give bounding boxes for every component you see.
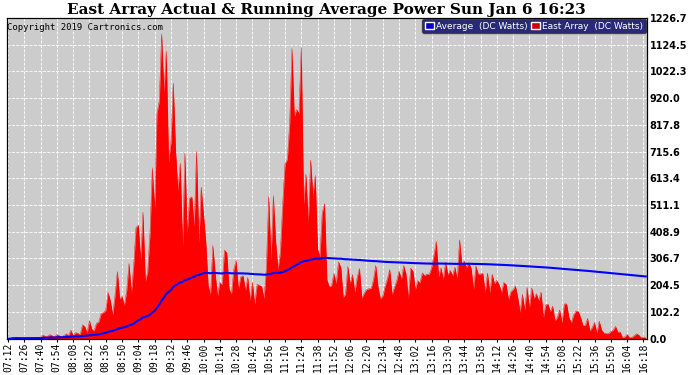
Title: East Array Actual & Running Average Power Sun Jan 6 16:23: East Array Actual & Running Average Powe… bbox=[68, 3, 586, 17]
Text: Copyright 2019 Cartronics.com: Copyright 2019 Cartronics.com bbox=[8, 23, 164, 32]
Legend: Average  (DC Watts), East Array  (DC Watts): Average (DC Watts), East Array (DC Watts… bbox=[422, 19, 646, 33]
